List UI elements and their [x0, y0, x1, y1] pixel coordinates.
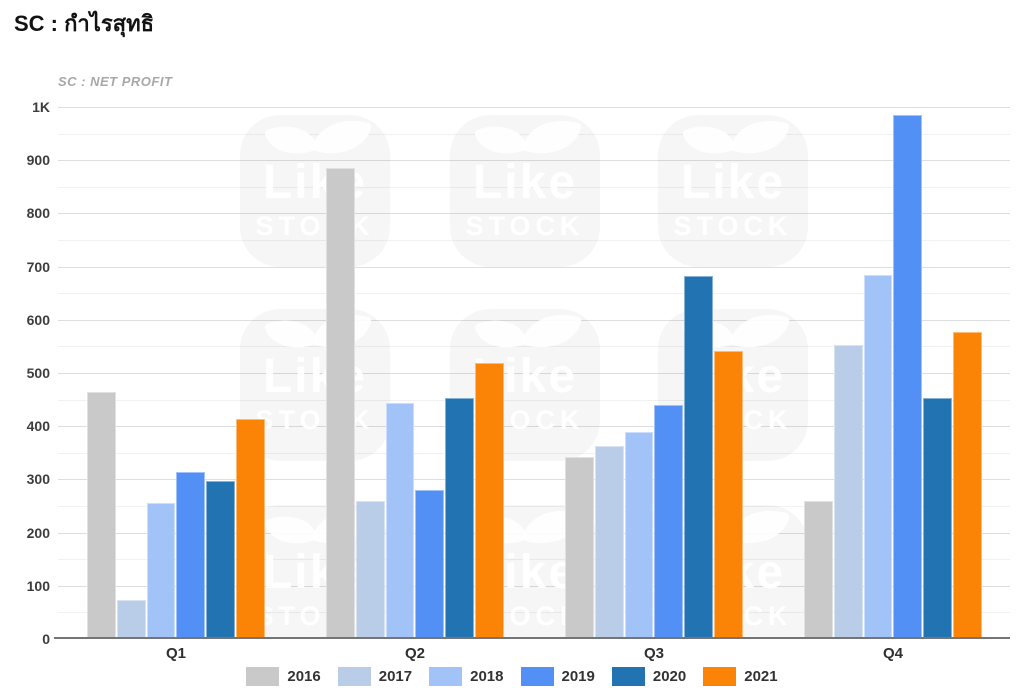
minor-gridline-650: [58, 293, 1010, 295]
legend-item-2017: 2017: [337, 667, 413, 686]
minor-gridline-850: [58, 186, 1010, 188]
bar-2020-q3: [684, 276, 714, 639]
bar-2021-q1: [236, 418, 265, 639]
y-tick-label-700: 700: [26, 258, 50, 275]
watermark-text-stock: STOCK: [673, 211, 793, 241]
bar-2019-q3: [654, 405, 684, 639]
x-tick-label-q2: Q2: [404, 645, 425, 662]
bar-2017-q2: [355, 501, 385, 639]
y-tick-label-100: 100: [26, 577, 50, 594]
legend-item-2021: 2021: [703, 667, 778, 686]
legend-label-2021: 2021: [744, 668, 778, 685]
minor-gridline-350: [58, 452, 1010, 454]
major-gridline-300: [58, 479, 1010, 481]
bar-2020-q4: [923, 398, 953, 639]
legend-swatch-2021: [703, 667, 737, 686]
legend-item-2020: 2020: [611, 667, 687, 686]
legend-item-2019: 2019: [520, 667, 595, 686]
bar-2021-q2: [475, 363, 504, 639]
watermark-text-like: Like: [680, 156, 786, 209]
bar-2016-q2: [326, 168, 355, 639]
major-gridline-100: [58, 585, 1010, 587]
y-tick-label-1K: 1K: [32, 99, 50, 115]
bar-2018-q1: [146, 502, 176, 639]
major-gridline-600: [58, 319, 1010, 321]
bar-2020-q1: [206, 481, 236, 639]
minor-gridline-50: [58, 612, 1010, 614]
legend-item-2016: 2016: [246, 667, 321, 686]
major-gridline-800: [58, 213, 1010, 215]
bar-2018-q2: [385, 402, 415, 639]
x-tick-label-q4: Q4: [882, 645, 903, 662]
legend-label-2019: 2019: [561, 668, 595, 685]
y-tick-label-800: 800: [26, 205, 50, 222]
minor-gridline-250: [58, 506, 1010, 507]
x-tick-label-q3: Q3: [643, 645, 664, 662]
bar-2020-q2: [445, 398, 475, 639]
legend-swatch-2019: [520, 667, 554, 686]
page-title: SC : กำไรสุทธิ: [14, 11, 155, 36]
x-tick-label-q1: Q1: [165, 645, 186, 662]
legend-label-2018: 2018: [470, 668, 504, 685]
bar-group-q2: [326, 107, 504, 639]
y-tick-label-900: 900: [26, 152, 50, 169]
major-gridline-1000: [58, 107, 1010, 108]
watermark-text-like: Like: [472, 156, 578, 209]
likestock-watermark-0-2: Like STOCK: [658, 111, 808, 267]
y-tick-label-300: 300: [26, 471, 50, 488]
legend: 2016 2017 2018 2019 2020 2021: [0, 667, 1024, 686]
watermark-text-stock: STOCK: [465, 211, 585, 241]
legend-item-2018: 2018: [429, 667, 504, 686]
bar-2021-q4: [953, 331, 982, 639]
bar-2019-q4: [893, 114, 923, 639]
minor-gridline-450: [58, 399, 1010, 401]
major-gridline-900: [58, 160, 1010, 162]
major-gridline-400: [58, 426, 1010, 428]
y-tick-label-500: 500: [26, 365, 50, 381]
bar-group-q3: [565, 107, 743, 639]
bar-2017-q4: [833, 345, 863, 639]
bar-2017-q1: [116, 600, 146, 639]
x-axis-line: [54, 637, 1010, 639]
y-tick-label-400: 400: [26, 418, 50, 435]
bar-group-q1: [87, 107, 265, 639]
legend-swatch-2020: [611, 667, 645, 686]
y-tick-label-0: 0: [42, 631, 50, 647]
legend-swatch-2018: [429, 667, 463, 686]
bar-group-q4: [804, 107, 982, 639]
bar-2016-q4: [804, 500, 833, 639]
plot-area: Like STOCK Like STOCK Like STOCK Like STOCK Like…: [58, 107, 1010, 639]
legend-swatch-2016: [246, 667, 280, 686]
bar-2021-q3: [714, 350, 743, 639]
legend-label-2017: 2017: [378, 668, 413, 685]
bar-2018-q4: [863, 275, 893, 639]
y-tick-label-200: 200: [26, 524, 50, 541]
bar-2016-q1: [87, 391, 116, 639]
bar-2016-q3: [565, 457, 594, 639]
legend-label-2016: 2016: [287, 668, 321, 685]
minor-gridline-750: [58, 240, 1010, 241]
major-gridline-700: [58, 266, 1010, 268]
legend-swatch-2017: [337, 667, 371, 686]
bar-2017-q3: [594, 446, 624, 639]
minor-gridline-150: [58, 559, 1010, 561]
chart-subtitle: SC : NET PROFIT: [58, 74, 173, 89]
bar-2019-q1: [176, 472, 206, 639]
likestock-watermark-0-1: Like STOCK: [450, 111, 600, 267]
bar-2018-q3: [624, 431, 654, 639]
bar-2019-q2: [415, 489, 445, 639]
major-gridline-500: [58, 373, 1010, 374]
legend-label-2020: 2020: [652, 668, 687, 685]
y-tick-label-600: 600: [26, 311, 50, 328]
